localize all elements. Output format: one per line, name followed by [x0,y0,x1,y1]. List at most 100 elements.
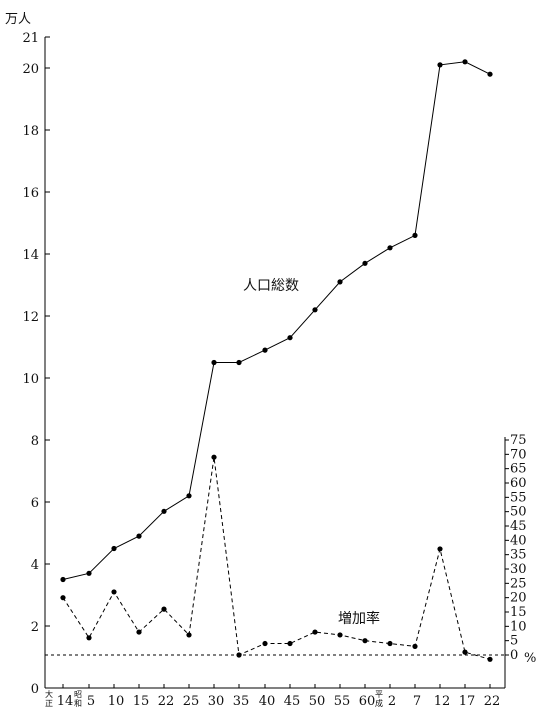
right-tick-label: 15 [510,605,527,620]
data-point-growth-rate [337,632,343,638]
data-point-population [387,245,393,251]
x-tick-label: 10 [108,694,125,709]
left-tick-label: 16 [22,186,39,201]
x-tick-label: 17 [459,694,476,709]
data-point-growth-rate [111,589,117,595]
x-tick-label: 55 [334,694,351,709]
left-tick-label: 12 [22,310,39,325]
x-axis-ticks: 14 大正 5昭和 10 15 22 25 30 35 40 45 50 55 60 2平成 7 12 17 22 [45,684,500,709]
right-tick-label: 45 [510,519,527,534]
x-tick-label: 50 [309,694,326,709]
data-point-growth-rate [60,595,66,601]
right-tick-label: 30 [510,562,527,577]
right-tick-label: 10 [510,619,527,634]
right-tick-label: 50 [510,505,527,520]
right-tick-label: 55 [510,490,527,505]
left-tick-label: 20 [22,62,39,77]
data-point-population [412,232,418,238]
data-point-growth-rate [186,632,192,638]
left-axis-ticks: 0 2 4 6 8 10 12 14 16 18 20 21 [22,31,50,697]
x-tick-label: 60 [359,694,376,709]
right-axis-unit-label: % [524,651,536,666]
x-tick-label: 5 [87,694,95,709]
data-point-growth-rate [312,629,318,635]
x-tick-era-label: 成 [375,698,383,708]
axes [44,37,506,689]
data-series [60,59,493,662]
x-tick-label: 22 [158,694,175,709]
right-tick-label: 65 [510,462,527,477]
data-point-growth-rate [412,643,418,650]
right-tick-label: 20 [510,591,527,606]
data-point-population [462,59,468,65]
right-tick-label: 0 [510,648,518,663]
left-tick-label: 4 [31,558,39,573]
right-tick-label: 60 [510,476,527,491]
right-tick-label: 75 [510,433,527,448]
series-line-population [62,61,491,580]
left-axis-unit-label: 万人 [5,12,31,27]
data-point-population [111,545,117,552]
data-point-growth-rate [387,640,393,647]
data-point-growth-rate [236,652,242,658]
x-tick-era-label: 正 [45,699,53,708]
x-tick-era-label: 平 [375,690,383,699]
data-point-growth-rate [211,454,217,460]
data-point-population [86,570,92,576]
data-point-growth-rate [161,606,167,612]
series-label-population: 人口総数 [243,278,299,294]
left-tick-label: 21 [22,31,39,46]
x-tick-label: 40 [259,694,276,709]
data-point-population [211,359,217,366]
x-tick-era-label: 昭 [74,690,82,699]
data-point-growth-rate [487,656,493,662]
left-tick-label: 0 [31,682,39,697]
left-tick-label: 6 [31,496,39,511]
data-point-population [262,347,268,353]
data-point-population [287,335,293,341]
data-point-growth-rate [86,635,92,641]
right-tick-label: 35 [510,548,527,563]
x-tick-label: 45 [284,694,301,709]
right-tick-label: 25 [510,576,527,591]
x-tick-label: 30 [208,694,225,709]
data-point-growth-rate [262,640,268,647]
data-point-population [60,576,66,583]
left-tick-label: 18 [22,124,39,139]
data-point-population [437,62,443,68]
data-point-population [161,508,167,514]
data-point-population [337,279,343,285]
data-point-population [186,493,192,499]
data-point-growth-rate [287,640,293,647]
x-tick-label: 7 [413,694,421,709]
x-tick-label: 12 [434,694,451,709]
x-tick-label: 2 [388,694,396,709]
x-tick-era-label: 和 [74,699,82,708]
data-point-population [136,533,142,539]
left-tick-label: 2 [31,620,39,635]
data-point-population [487,71,493,77]
data-point-growth-rate [362,638,368,644]
data-point-growth-rate [136,629,142,635]
x-tick-label: 25 [183,694,200,709]
x-tick-label: 14 [57,694,74,709]
right-tick-label: 70 [510,447,527,462]
x-tick-label: 15 [133,694,150,709]
series-label-growth-rate: 増加率 [338,610,380,627]
left-tick-label: 10 [22,372,39,387]
left-tick-label: 14 [22,248,39,263]
left-tick-label: 8 [31,434,39,449]
data-point-population [236,359,242,366]
x-tick-era-label: 大 [45,689,53,699]
data-point-growth-rate [462,649,468,655]
x-tick-label: 22 [484,694,501,709]
right-tick-label: 40 [510,533,527,548]
data-point-growth-rate [437,546,443,552]
x-tick-label: 35 [233,694,250,709]
data-point-population [312,307,318,313]
series-line-growth-rate [62,457,491,660]
right-tick-label: 5 [510,634,518,649]
